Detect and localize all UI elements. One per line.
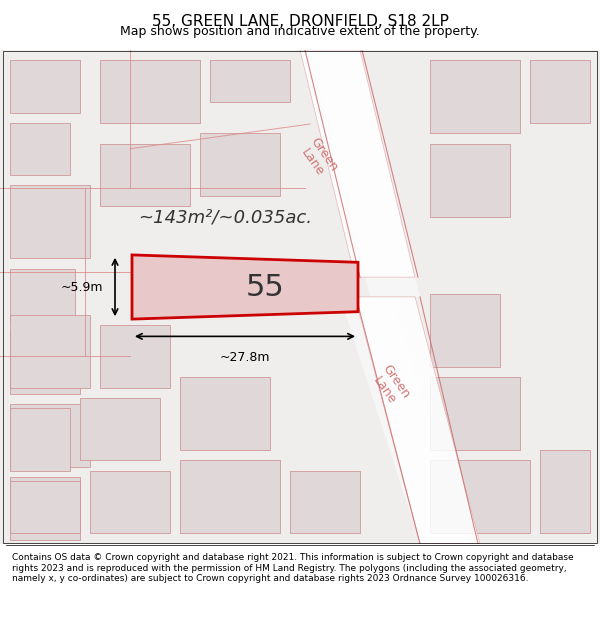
Polygon shape: [340, 297, 470, 544]
Text: ~5.9m: ~5.9m: [61, 281, 103, 294]
Polygon shape: [10, 404, 90, 467]
Text: 55, GREEN LANE, DRONFIELD, S18 2LP: 55, GREEN LANE, DRONFIELD, S18 2LP: [152, 14, 448, 29]
Text: ~27.8m: ~27.8m: [220, 351, 270, 364]
Polygon shape: [10, 331, 80, 394]
Polygon shape: [540, 450, 590, 533]
Polygon shape: [10, 314, 90, 388]
Polygon shape: [430, 377, 520, 450]
Polygon shape: [10, 269, 75, 321]
Polygon shape: [10, 481, 80, 533]
Polygon shape: [132, 255, 358, 319]
Polygon shape: [10, 61, 80, 112]
Polygon shape: [430, 144, 510, 217]
Polygon shape: [290, 471, 360, 533]
Polygon shape: [10, 123, 70, 175]
Polygon shape: [200, 133, 280, 196]
Polygon shape: [100, 144, 190, 206]
Polygon shape: [10, 408, 70, 471]
Text: Contains OS data © Crown copyright and database right 2021. This information is : Contains OS data © Crown copyright and d…: [12, 554, 574, 583]
Polygon shape: [310, 50, 420, 297]
Polygon shape: [10, 186, 90, 258]
Polygon shape: [100, 61, 200, 123]
Text: 55: 55: [245, 272, 284, 301]
Polygon shape: [210, 61, 290, 102]
Polygon shape: [80, 398, 160, 461]
Polygon shape: [180, 377, 270, 450]
Text: Green
Lane: Green Lane: [368, 362, 412, 409]
Polygon shape: [100, 325, 170, 388]
Text: Map shows position and indicative extent of the property.: Map shows position and indicative extent…: [120, 24, 480, 38]
Polygon shape: [90, 471, 170, 533]
Polygon shape: [10, 477, 80, 539]
Polygon shape: [180, 461, 280, 533]
Polygon shape: [530, 61, 590, 123]
Text: Green
Lane: Green Lane: [296, 135, 340, 182]
Polygon shape: [430, 461, 530, 533]
Polygon shape: [300, 50, 415, 277]
Polygon shape: [430, 294, 500, 367]
Polygon shape: [355, 297, 480, 544]
Text: ~143m²/~0.035ac.: ~143m²/~0.035ac.: [138, 209, 312, 227]
Polygon shape: [430, 61, 520, 133]
